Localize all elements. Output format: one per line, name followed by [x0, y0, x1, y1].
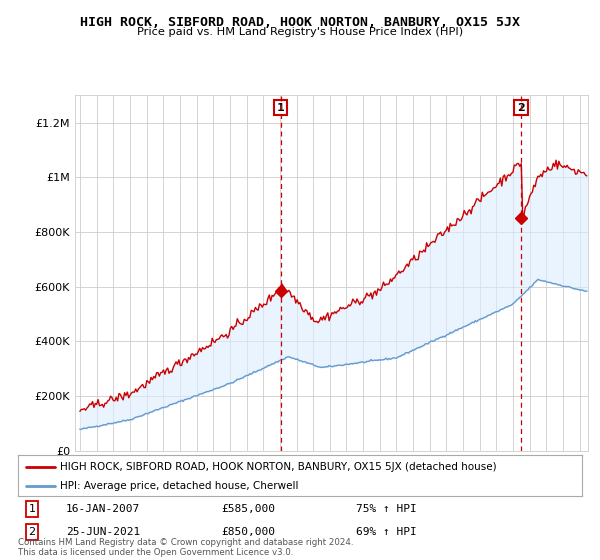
- Text: 69% ↑ HPI: 69% ↑ HPI: [356, 527, 417, 537]
- Text: Price paid vs. HM Land Registry's House Price Index (HPI): Price paid vs. HM Land Registry's House …: [137, 27, 463, 37]
- Text: £585,000: £585,000: [221, 504, 275, 514]
- Text: 2: 2: [29, 527, 35, 537]
- Text: 25-JUN-2021: 25-JUN-2021: [66, 527, 140, 537]
- Text: 1: 1: [29, 504, 35, 514]
- Text: 75% ↑ HPI: 75% ↑ HPI: [356, 504, 417, 514]
- Text: Contains HM Land Registry data © Crown copyright and database right 2024.
This d: Contains HM Land Registry data © Crown c…: [18, 538, 353, 557]
- Text: 2: 2: [517, 102, 525, 113]
- Text: HIGH ROCK, SIBFORD ROAD, HOOK NORTON, BANBURY, OX15 5JX (detached house): HIGH ROCK, SIBFORD ROAD, HOOK NORTON, BA…: [60, 461, 497, 472]
- Text: HIGH ROCK, SIBFORD ROAD, HOOK NORTON, BANBURY, OX15 5JX: HIGH ROCK, SIBFORD ROAD, HOOK NORTON, BA…: [80, 16, 520, 29]
- Text: 16-JAN-2007: 16-JAN-2007: [66, 504, 140, 514]
- Text: 1: 1: [277, 102, 284, 113]
- Text: £850,000: £850,000: [221, 527, 275, 537]
- Text: HPI: Average price, detached house, Cherwell: HPI: Average price, detached house, Cher…: [60, 480, 299, 491]
